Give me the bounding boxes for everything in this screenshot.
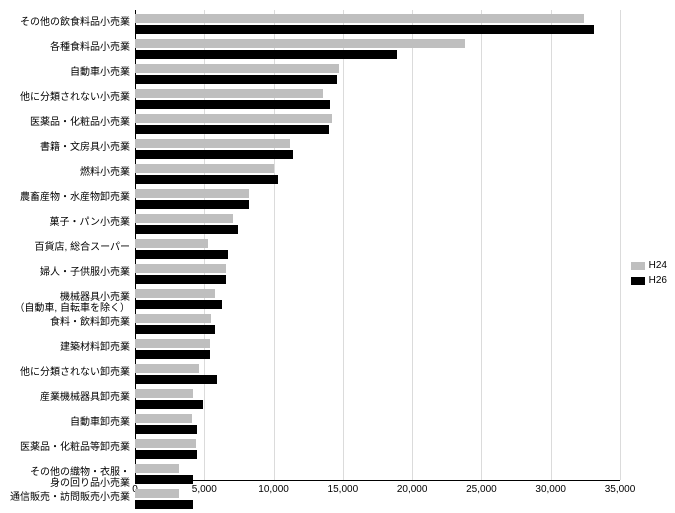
x-tick-label: 35,000 bbox=[605, 484, 636, 495]
bar-H26 bbox=[135, 500, 193, 509]
category-label: 食料・飲料卸売業 bbox=[0, 317, 130, 328]
bar-H26 bbox=[135, 100, 330, 109]
bar-H24 bbox=[135, 114, 332, 123]
bar-H26 bbox=[135, 450, 197, 459]
bar-H24 bbox=[135, 39, 465, 48]
legend-swatch bbox=[631, 262, 645, 270]
bar-H26 bbox=[135, 225, 238, 234]
category-label: 婦人・子供服小売業 bbox=[0, 267, 130, 278]
bar-H24 bbox=[135, 289, 215, 298]
bar-H24 bbox=[135, 339, 210, 348]
category-label: 自動車小売業 bbox=[0, 67, 130, 78]
category-label: 通信販売・訪問販売小売業 bbox=[0, 492, 130, 503]
category-label: 菓子・パン小売業 bbox=[0, 217, 130, 228]
gridline bbox=[343, 10, 344, 480]
bar-H26 bbox=[135, 150, 293, 159]
bar-H26 bbox=[135, 300, 222, 309]
bar-H24 bbox=[135, 489, 179, 498]
category-label: 自動車卸売業 bbox=[0, 417, 130, 428]
x-tick-label: 30,000 bbox=[535, 484, 566, 495]
category-label: 医薬品・化粧品小売業 bbox=[0, 117, 130, 128]
bar-H24 bbox=[135, 239, 208, 248]
legend-label: H24 bbox=[649, 260, 667, 271]
x-tick-label: 15,000 bbox=[328, 484, 359, 495]
category-label: 建築材料卸売業 bbox=[0, 342, 130, 353]
bar-H26 bbox=[135, 400, 203, 409]
bar-H24 bbox=[135, 164, 274, 173]
bar-H24 bbox=[135, 64, 339, 73]
gridline bbox=[551, 10, 552, 480]
legend-item-H26: H26 bbox=[631, 275, 667, 286]
category-label: その他の織物・衣服・ 身の回り品小売業 bbox=[0, 467, 130, 489]
bar-H26 bbox=[135, 425, 197, 434]
legend-item-H24: H24 bbox=[631, 260, 667, 271]
bar-H24 bbox=[135, 14, 584, 23]
bar-H24 bbox=[135, 464, 179, 473]
bar-H26 bbox=[135, 25, 594, 34]
bar-H26 bbox=[135, 275, 226, 284]
category-label: 他に分類されない小売業 bbox=[0, 92, 130, 103]
x-tick-label: 5,000 bbox=[192, 484, 217, 495]
bar-H24 bbox=[135, 214, 233, 223]
gridline bbox=[412, 10, 413, 480]
category-label: 産業機械器具卸売業 bbox=[0, 392, 130, 403]
bar-H24 bbox=[135, 189, 249, 198]
category-label: 百貨店, 総合スーパー bbox=[0, 242, 130, 253]
bar-H26 bbox=[135, 175, 278, 184]
category-label: 各種食料品小売業 bbox=[0, 42, 130, 53]
bar-H24 bbox=[135, 414, 192, 423]
bar-H24 bbox=[135, 439, 196, 448]
bar-H24 bbox=[135, 314, 211, 323]
x-tick-label: 10,000 bbox=[258, 484, 289, 495]
category-label: 燃料小売業 bbox=[0, 167, 130, 178]
bar-H26 bbox=[135, 475, 193, 484]
category-label: 農畜産物・水産物卸売業 bbox=[0, 192, 130, 203]
x-tick-label: 25,000 bbox=[466, 484, 497, 495]
bar-H26 bbox=[135, 75, 337, 84]
bar-H26 bbox=[135, 325, 215, 334]
bar-H26 bbox=[135, 125, 329, 134]
grouped-bar-chart: 05,00010,00015,00020,00025,00030,00035,0… bbox=[0, 0, 675, 513]
bar-H24 bbox=[135, 364, 199, 373]
bar-H26 bbox=[135, 200, 249, 209]
bar-H26 bbox=[135, 250, 228, 259]
gridline bbox=[620, 10, 621, 480]
category-label: 機械器具小売業 （自動車, 自転車を除く） bbox=[0, 292, 130, 314]
bar-H24 bbox=[135, 389, 193, 398]
x-tick-label: 20,000 bbox=[397, 484, 428, 495]
bar-H26 bbox=[135, 375, 217, 384]
bar-H26 bbox=[135, 350, 210, 359]
bar-H24 bbox=[135, 89, 323, 98]
bar-H24 bbox=[135, 139, 290, 148]
legend-swatch bbox=[631, 277, 645, 285]
bar-H26 bbox=[135, 50, 397, 59]
legend: H24H26 bbox=[631, 260, 667, 290]
category-label: その他の飲食料品小売業 bbox=[0, 17, 130, 28]
category-label: 他に分類されない卸売業 bbox=[0, 367, 130, 378]
legend-label: H26 bbox=[649, 275, 667, 286]
category-label: 書籍・文房具小売業 bbox=[0, 142, 130, 153]
x-axis bbox=[135, 480, 620, 481]
gridline bbox=[481, 10, 482, 480]
bar-H24 bbox=[135, 264, 226, 273]
category-label: 医薬品・化粧品等卸売業 bbox=[0, 442, 130, 453]
